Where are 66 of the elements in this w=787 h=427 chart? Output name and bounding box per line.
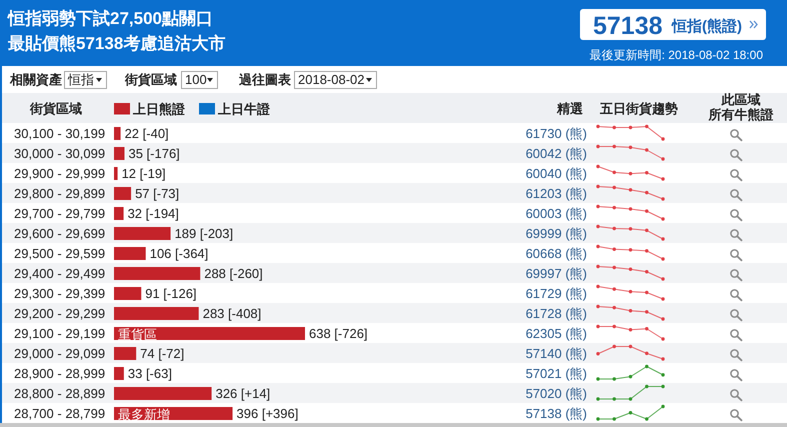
text: 69997 (熊) (526, 266, 587, 281)
data-label: 32 [-194] (128, 206, 179, 221)
text: 61728 (熊) (526, 306, 587, 321)
y-axis-title: 街貨區域 (29, 101, 82, 116)
y-tick-label: 29,400 - 29,499 (14, 266, 106, 281)
y-tick-label: 28,900 - 28,999 (14, 366, 106, 381)
text: 69999 (熊) (526, 226, 587, 241)
text: 61203 (熊) (526, 186, 587, 201)
text: 恒指 (67, 72, 94, 87)
y-tick-label: 29,900 - 29,999 (14, 166, 106, 181)
y-tick-label: 30,000 - 30,099 (14, 146, 106, 161)
text: 57138 (593, 12, 663, 40)
data-label: 638 [-726] (309, 326, 368, 341)
text: 60003 (熊) (526, 206, 587, 221)
data-label: 106 [-364] (150, 246, 208, 261)
text: 恒指(熊證) (671, 18, 742, 35)
text: 60040 (熊) (526, 166, 587, 181)
data-label: 326 [+14] (216, 386, 270, 401)
data-label: 35 [-176] (128, 146, 180, 161)
text: 所有牛熊證 (708, 107, 774, 122)
y-tick-label: 29,800 - 29,899 (14, 186, 106, 201)
text: 60042 (熊) (526, 146, 587, 161)
y-tick-label: 29,500 - 29,599 (14, 246, 106, 261)
data-label: 74 [-72] (140, 346, 184, 361)
text: 61730 (熊) (526, 126, 587, 141)
data-label: 91 [-126] (145, 286, 197, 301)
text: 57021 (熊) (526, 366, 587, 381)
data-label: 189 [-203] (174, 226, 234, 241)
data-label: 33 [-63] (128, 366, 172, 381)
y-tick-label: 29,700 - 29,799 (14, 206, 106, 221)
text: 57140 (熊) (526, 346, 587, 361)
annotation: 最多新增 (118, 407, 170, 422)
text: 精選 (556, 101, 584, 116)
data-label: 57 [-73] (135, 186, 180, 201)
text: 相關資產 (9, 72, 62, 87)
chart-subtitle: 最貼價熊57138考慮追沽大市 (7, 34, 226, 53)
text: 100 (185, 72, 207, 87)
data-label: 396 [+396] (236, 406, 298, 421)
y-tick-label: 29,200 - 29,299 (14, 306, 106, 321)
legend-label: 上日牛證 (217, 102, 271, 116)
text: 五日街貨趨勢 (599, 101, 678, 116)
text: 60668 (熊) (526, 246, 587, 261)
y-tick-label: 29,000 - 29,099 (14, 346, 106, 361)
y-tick-label: 29,300 - 29,399 (14, 286, 106, 301)
y-tick-label: 29,100 - 29,199 (14, 326, 106, 341)
data-label: 22 [-40] (124, 126, 169, 141)
text: 62305 (熊) (526, 326, 587, 341)
text: 此區域 (720, 92, 760, 107)
text: 61729 (熊) (526, 286, 587, 301)
text: 街貨區域 (124, 72, 177, 87)
legend-label: 上日熊證 (132, 102, 186, 116)
chart-title: 恒指弱勢下試27,500點關口 (7, 9, 213, 28)
data-label: 288 [-260] (204, 266, 263, 281)
data-label: 283 [-408] (202, 306, 262, 321)
data-label: 12 [-19] (122, 166, 166, 181)
y-tick-label: 28,700 - 28,799 (14, 406, 106, 421)
y-tick-label: 28,800 - 28,899 (14, 386, 106, 401)
text: 最後更新時間: 2018-08-02 18:00 (590, 48, 764, 62)
legend-item: 上日熊證 (114, 102, 185, 116)
text: 57020 (熊) (526, 386, 587, 401)
y-tick-label: 30,100 - 30,199 (14, 126, 106, 141)
text: 過往圖表 (238, 72, 292, 87)
y-tick-label: 29,600 - 29,699 (14, 226, 106, 241)
text: 2018-08-02 (298, 72, 364, 87)
text: 57138 (熊) (526, 406, 587, 421)
legend-item: 上日牛證 (199, 102, 270, 116)
